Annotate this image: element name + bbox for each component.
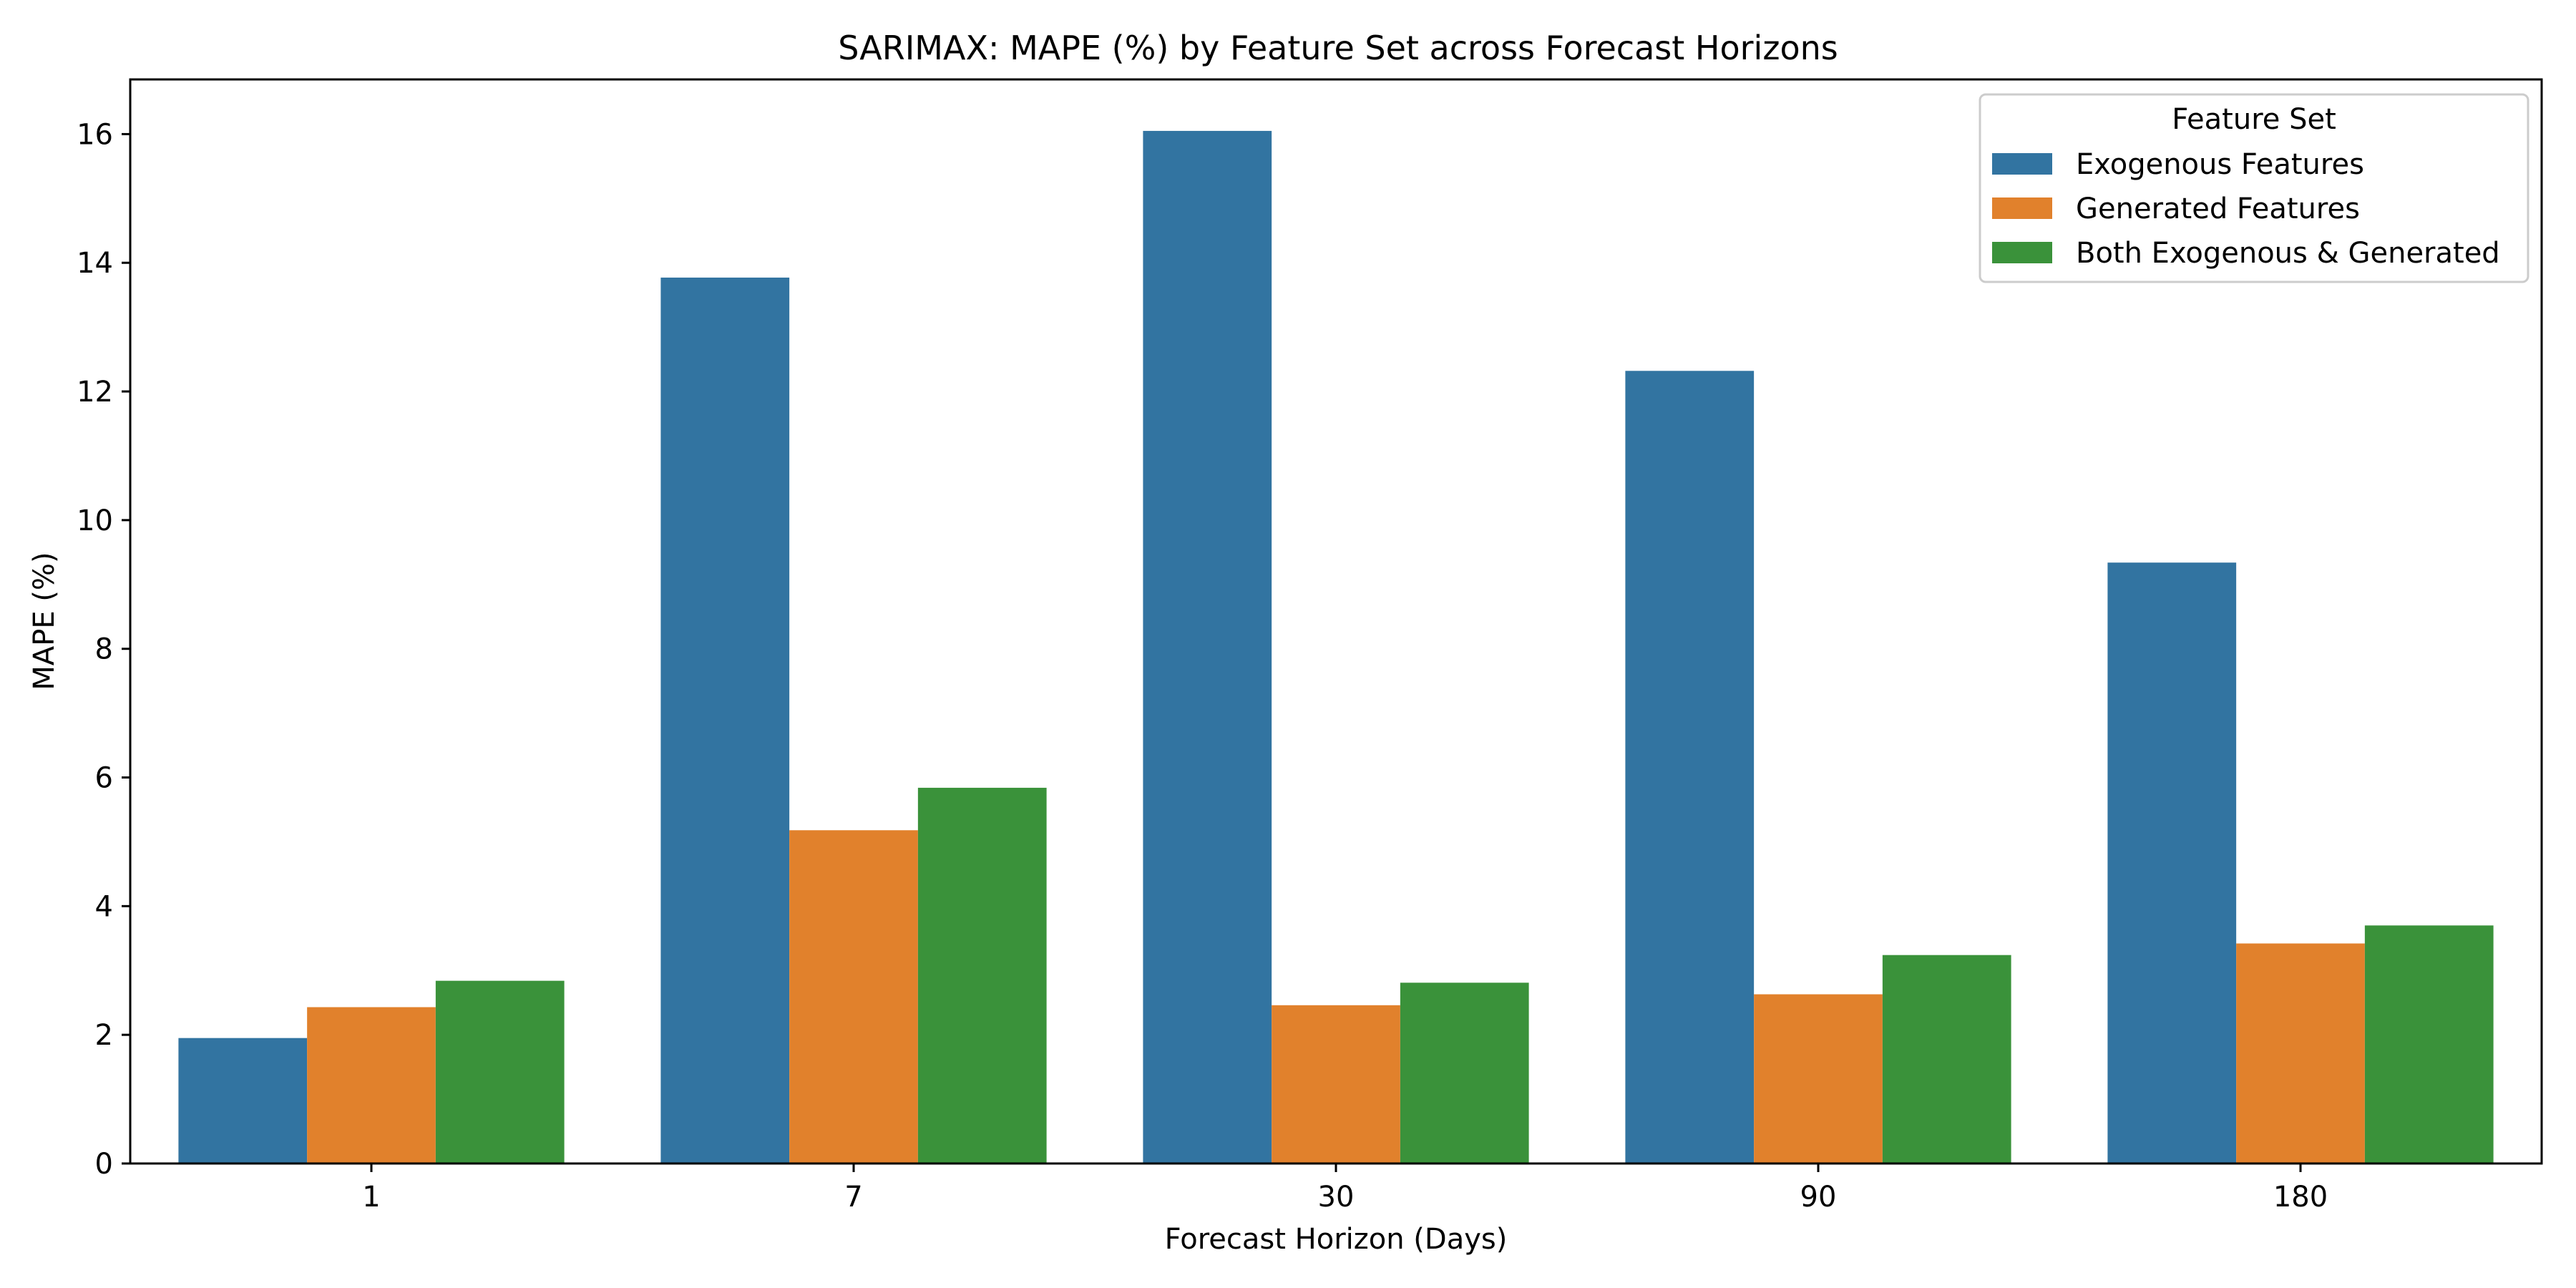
bar-both-exogenous-generated-1 <box>435 980 565 1163</box>
bars-layer <box>178 130 2494 1164</box>
bar-generated-features-1 <box>307 1007 436 1163</box>
bar-generated-features-90 <box>1754 994 1883 1163</box>
y-axis-label: MAPE (%) <box>28 552 61 690</box>
y-tick-label: 10 <box>77 504 113 537</box>
x-tick-label: 7 <box>844 1181 862 1214</box>
bar-exogenous-features-30 <box>1143 130 1272 1163</box>
bar-exogenous-features-1 <box>178 1038 308 1163</box>
y-tick-label: 8 <box>95 633 113 666</box>
bar-both-exogenous-generated-7 <box>917 787 1047 1163</box>
legend-swatch <box>1992 197 2052 219</box>
bar-exogenous-features-180 <box>2107 562 2237 1163</box>
bar-generated-features-180 <box>2236 943 2365 1163</box>
legend-label: Exogenous Features <box>2076 148 2364 181</box>
x-tick-label: 1 <box>362 1181 380 1214</box>
legend-label: Generated Features <box>2076 192 2360 225</box>
y-tick-label: 0 <box>95 1148 113 1181</box>
y-tick-label: 2 <box>95 1019 113 1052</box>
bar-generated-features-30 <box>1272 1005 1400 1163</box>
legend-swatch <box>1992 242 2052 263</box>
y-axis: 0 2 4 6 8 10 12 14 16 <box>77 118 130 1181</box>
x-axis-label: Forecast Horizon (Days) <box>1165 1223 1508 1256</box>
x-tick-label: 30 <box>1318 1181 1355 1214</box>
legend-label: Both Exogenous & Generated <box>2076 237 2500 270</box>
y-tick-label: 12 <box>77 376 113 409</box>
bar-generated-features-7 <box>789 830 918 1163</box>
legend-items: Exogenous Features Generated Features Both… <box>1992 148 2500 270</box>
y-tick-label: 14 <box>77 247 113 280</box>
bar-exogenous-features-90 <box>1625 371 1755 1163</box>
bar-both-exogenous-generated-30 <box>1400 982 1529 1163</box>
y-tick-label: 4 <box>95 890 113 923</box>
bar-exogenous-features-7 <box>660 277 790 1164</box>
bar-both-exogenous-generated-90 <box>1882 955 2011 1163</box>
y-tick-label: 6 <box>95 762 113 795</box>
legend: Feature Set Exogenous Features Generated … <box>1979 93 2529 283</box>
x-tick-label: 90 <box>1800 1181 1837 1214</box>
y-tick-label: 16 <box>77 118 113 151</box>
bar-both-exogenous-generated-180 <box>2364 925 2494 1163</box>
chart-title: SARIMAX: MAPE (%) by Feature Set across … <box>838 29 1838 67</box>
legend-swatch <box>1992 153 2052 175</box>
x-tick-label: 180 <box>2273 1181 2328 1214</box>
legend-box <box>1979 93 2529 283</box>
x-axis: 1 7 30 90 180 <box>362 1163 2328 1214</box>
legend-title: Feature Set <box>2172 103 2336 136</box>
